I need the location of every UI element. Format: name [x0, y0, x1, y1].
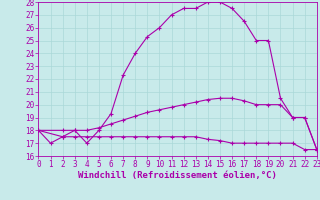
X-axis label: Windchill (Refroidissement éolien,°C): Windchill (Refroidissement éolien,°C): [78, 171, 277, 180]
